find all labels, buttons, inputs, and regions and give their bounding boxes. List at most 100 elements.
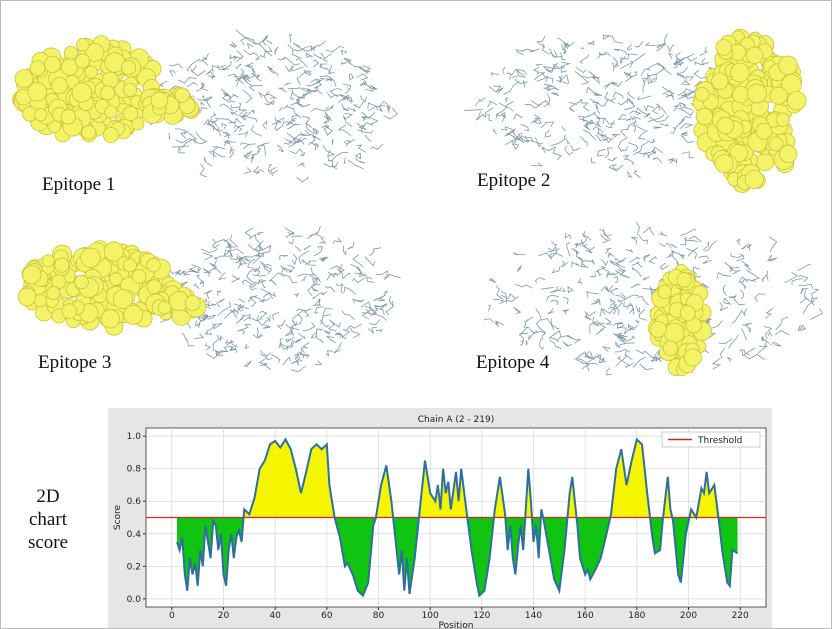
x-tick-label: 0 bbox=[169, 611, 175, 621]
atom bbox=[41, 254, 55, 268]
atom bbox=[756, 152, 775, 172]
atom bbox=[44, 56, 61, 73]
atom bbox=[146, 279, 162, 295]
epitope-surface bbox=[647, 264, 712, 377]
atom bbox=[769, 86, 788, 105]
atom bbox=[14, 69, 34, 89]
atom bbox=[775, 112, 790, 127]
side-label: score bbox=[28, 532, 68, 553]
atom bbox=[157, 300, 172, 315]
legend-box bbox=[661, 431, 761, 448]
atom bbox=[122, 105, 139, 122]
atom bbox=[744, 169, 764, 189]
side-label: 2D bbox=[36, 486, 59, 507]
atom bbox=[100, 85, 116, 101]
atom bbox=[778, 55, 798, 76]
atom bbox=[755, 122, 773, 140]
atom bbox=[54, 257, 70, 273]
y-tick-label: 0.6 bbox=[127, 497, 142, 507]
atom bbox=[123, 258, 137, 273]
atom bbox=[112, 289, 133, 310]
atom bbox=[679, 305, 696, 322]
atom bbox=[74, 274, 89, 290]
atom bbox=[71, 82, 92, 103]
atom bbox=[657, 284, 672, 300]
epitope-surface bbox=[12, 35, 164, 143]
x-tick-label: 140 bbox=[525, 611, 542, 621]
atom bbox=[683, 348, 702, 367]
x-tick-label: 180 bbox=[628, 611, 645, 621]
epitope-label: Epitope 2 bbox=[477, 170, 550, 191]
atom bbox=[120, 59, 137, 76]
atom bbox=[75, 53, 91, 69]
atom bbox=[174, 87, 190, 103]
area-above bbox=[177, 439, 738, 518]
atom bbox=[34, 108, 48, 122]
atom bbox=[123, 304, 144, 325]
atom bbox=[150, 91, 169, 110]
x-tick-label: 60 bbox=[321, 611, 333, 621]
epitope-surface bbox=[145, 285, 207, 326]
atom bbox=[85, 43, 105, 62]
y-tick-label: 0.8 bbox=[127, 465, 142, 475]
atom bbox=[184, 295, 201, 311]
atom bbox=[22, 265, 42, 285]
atom bbox=[729, 62, 750, 83]
x-tick-label: 160 bbox=[577, 611, 594, 621]
atom bbox=[29, 60, 46, 77]
atom bbox=[103, 241, 124, 262]
legend-label: Threshold bbox=[697, 436, 742, 446]
atom bbox=[51, 77, 68, 95]
epitope-label: Epitope 3 bbox=[38, 352, 111, 373]
score-line bbox=[176, 437, 739, 598]
y-tick-label: 1.0 bbox=[127, 432, 142, 442]
atom bbox=[676, 272, 692, 288]
epitope-surface bbox=[140, 86, 200, 125]
atom bbox=[60, 58, 79, 76]
atom bbox=[715, 39, 733, 56]
atom bbox=[101, 71, 119, 89]
atom bbox=[17, 287, 37, 307]
atom bbox=[732, 86, 750, 104]
y-tick-label: 0.2 bbox=[127, 562, 141, 572]
chart: Chain A (2 - 219) Position Score 0 20 40 60 80 1… bbox=[113, 415, 767, 629]
atom bbox=[746, 46, 764, 64]
y-axis-label: Score bbox=[113, 504, 123, 530]
x-tick-label: 40 bbox=[269, 611, 281, 621]
atom bbox=[84, 65, 98, 79]
atom bbox=[716, 116, 735, 135]
atom bbox=[694, 87, 710, 102]
atom bbox=[131, 117, 145, 131]
atom bbox=[131, 268, 147, 284]
wireframe bbox=[483, 221, 824, 376]
atom bbox=[662, 340, 679, 356]
atom bbox=[76, 38, 90, 52]
x-tick-label: 100 bbox=[422, 611, 439, 621]
atom bbox=[768, 136, 784, 152]
x-tick-label: 120 bbox=[473, 611, 490, 621]
atom bbox=[100, 309, 120, 329]
atom bbox=[61, 303, 78, 319]
chart-title: Chain A (2 - 219) bbox=[418, 415, 494, 425]
molecules bbox=[12, 28, 824, 377]
epitope-label: Epitope 1 bbox=[42, 174, 115, 195]
wireframe bbox=[149, 29, 399, 183]
atom bbox=[63, 45, 79, 61]
atom bbox=[664, 322, 685, 344]
side-label: chart bbox=[29, 509, 68, 530]
atom bbox=[695, 107, 714, 126]
atom bbox=[146, 257, 161, 273]
y-tick-label: 0.0 bbox=[127, 595, 142, 605]
atom bbox=[102, 126, 119, 143]
x-tick-label: 20 bbox=[218, 611, 230, 621]
atom bbox=[714, 154, 734, 174]
atom bbox=[27, 81, 48, 102]
y-tick-label: 0.4 bbox=[127, 530, 142, 540]
atom bbox=[711, 72, 729, 90]
atom bbox=[60, 109, 77, 125]
atom bbox=[104, 105, 118, 119]
area-below bbox=[177, 517, 738, 596]
atom bbox=[787, 90, 807, 111]
